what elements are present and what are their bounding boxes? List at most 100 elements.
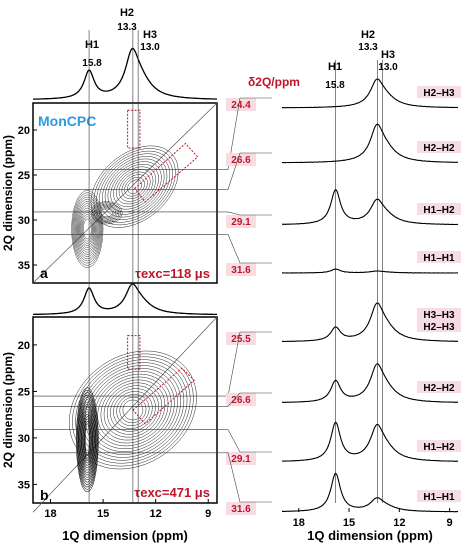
- bottom-connector-0: [217, 331, 272, 397]
- panel-b-y-tick-label: 20: [18, 340, 30, 352]
- bottom-connector-2: [217, 429, 272, 453]
- contour-h2: [78, 359, 188, 461]
- contour-h1: [76, 389, 98, 490]
- slice-peak-name-H2: H2: [361, 29, 375, 41]
- panel-a-contours: [32, 102, 218, 284]
- panel-a-ylabel: 2Q dimension (ppm): [1, 135, 15, 251]
- bottom-shift-box-1: [226, 393, 256, 406]
- contour-h2: [124, 176, 145, 197]
- slices-x-tick-label: 15: [343, 517, 355, 529]
- bottom-pair-box-0-0: [417, 308, 461, 320]
- bottom-slice-3: [281, 472, 459, 513]
- slices-x-tick-label: 18: [293, 517, 305, 529]
- contour-h1: [73, 194, 102, 264]
- sample-label: MonCPC: [38, 113, 96, 129]
- peak-ppm-H3: 13.0: [140, 42, 160, 53]
- top-slice-3: [281, 268, 459, 274]
- top-shift-1: 26.6: [231, 155, 251, 166]
- contour-h1: [77, 394, 97, 485]
- slices-x-tick-label: 12: [393, 517, 405, 529]
- contour-h1: [80, 406, 94, 473]
- contour-h2: [115, 169, 154, 205]
- top-connector-2: [217, 211, 272, 216]
- panel-b-contours: [32, 316, 218, 513]
- peak-name-H3: H3: [143, 29, 157, 41]
- bottom-pair-box-2-0: [417, 440, 461, 452]
- slices-xlabel: 1Q dimension (ppm): [307, 528, 433, 543]
- contour-h2: [119, 396, 147, 424]
- bottom-slice-0: [281, 302, 459, 343]
- bottom-shift-1: 26.6: [231, 395, 251, 406]
- panel-b-x-tick-label: 18: [44, 508, 56, 520]
- top-pair-box-3-0: [417, 251, 461, 263]
- contour-h1: [79, 209, 96, 249]
- bottom-pair-box-1-0: [417, 381, 461, 393]
- top-slice-1: [281, 123, 459, 164]
- top-shift-box-3: [226, 263, 256, 276]
- contour-h1: [80, 212, 95, 246]
- contour-h1: [81, 214, 94, 244]
- contour-h1: [84, 421, 91, 459]
- panel-b-projection: [33, 283, 217, 316]
- bottom-shift-box-0: [226, 332, 256, 345]
- bottom-pair-box-0-1: [417, 320, 461, 332]
- contour-h2: [72, 353, 194, 467]
- slices-x-tick-label: 9: [447, 517, 453, 529]
- panel-b-x-tick-label: 12: [150, 508, 162, 520]
- contour-h2: [116, 394, 150, 426]
- contour-h2: [99, 153, 171, 220]
- top-pair-label-2-0: H1–H2: [423, 205, 455, 216]
- contour-h2: [121, 174, 148, 200]
- top-shift-box-0: [226, 98, 256, 111]
- highlight-box-b2: [132, 367, 195, 425]
- slice-peak-ppm-H1: 15.8: [325, 80, 345, 91]
- panel-a-y-tick-label: 35: [18, 260, 30, 272]
- contour-h2: [106, 385, 159, 435]
- contour-h2: [101, 156, 168, 218]
- slice-peak-name-H3: H3: [381, 49, 395, 61]
- highlight-box-a2: [133, 142, 199, 203]
- panel-b-x-tick-label: 9: [205, 508, 211, 520]
- top-shift-3: 31.6: [231, 265, 251, 276]
- bottom-pair-label-3-0: H1–H1: [423, 492, 455, 503]
- contour-h2: [84, 365, 181, 455]
- bottom-connector-3: [217, 452, 272, 503]
- highlight-box-b1: [127, 335, 141, 370]
- panel-a-projection: [33, 47, 218, 100]
- contour-cross: [92, 202, 121, 224]
- slice-peak-ppm-H3: 13.0: [378, 62, 398, 73]
- contour-h1: [82, 216, 93, 242]
- bottom-slice-1: [281, 363, 459, 403]
- peak-name-H2: H2: [120, 7, 134, 19]
- contour-h2: [81, 362, 185, 458]
- contour-h2: [69, 350, 197, 470]
- bottom-pair-box-3-0: [417, 490, 461, 502]
- bottom-pair-label-2-0: H1–H2: [423, 442, 455, 453]
- top-slice-2: [281, 189, 459, 226]
- top-shift-box-1: [226, 153, 256, 166]
- contour-h1: [83, 218, 92, 240]
- bottom-pair-label-0-0: H3–H3: [423, 310, 455, 321]
- contour-h1: [79, 399, 96, 481]
- contour-h2: [122, 399, 144, 421]
- top-connector-3: [217, 234, 272, 264]
- contour-h2: [110, 388, 156, 432]
- contour-h2: [97, 376, 169, 444]
- contour-h1: [85, 423, 90, 457]
- panel-b-letter: b: [40, 487, 49, 503]
- contour-cross: [90, 201, 123, 225]
- panel-a-y-tick-label: 25: [18, 170, 30, 182]
- top-shift-box-2: [226, 215, 256, 228]
- bottom-slice-2: [281, 421, 459, 462]
- bottom-shift-2: 29.1: [231, 454, 251, 465]
- panel-a-tau: τexc=118 μs: [135, 266, 210, 281]
- contour-cross: [93, 203, 120, 222]
- contour-h2: [75, 356, 191, 464]
- top-pair-box-0-0: [417, 86, 461, 98]
- contour-h1: [75, 201, 99, 257]
- contour-h2: [107, 161, 162, 213]
- panel-b-x-tick-label: 15: [97, 508, 109, 520]
- top-connector-0: [217, 97, 272, 170]
- contour-h1: [74, 198, 100, 260]
- bottom-pair-label-1-0: H2–H2: [423, 383, 455, 394]
